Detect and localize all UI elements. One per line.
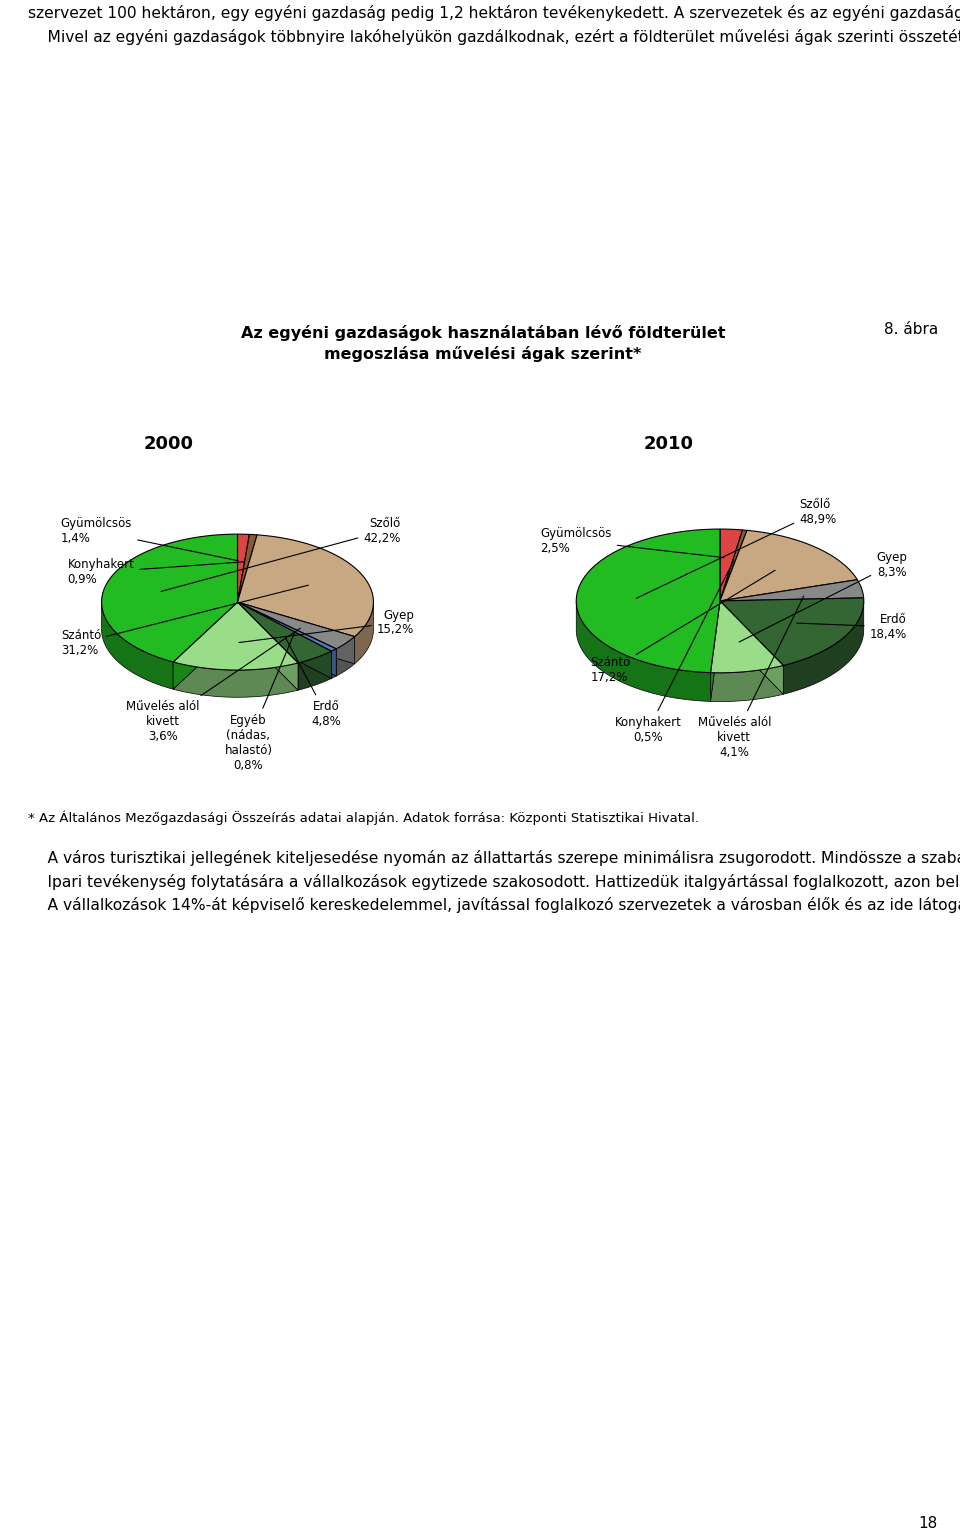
Polygon shape — [173, 603, 237, 689]
Text: 8. ábra: 8. ábra — [884, 323, 938, 338]
Text: Gyümölcsös
2,5%: Gyümölcsös 2,5% — [540, 527, 724, 558]
Polygon shape — [173, 603, 298, 670]
Polygon shape — [237, 603, 336, 676]
Text: szervezet 100 hektáron, egy egyéni gazdaság pedig 1,2 hektáron tevékenykedett. A: szervezet 100 hektáron, egy egyéni gazda… — [28, 5, 960, 45]
Text: Az egyéni gazdaságok használatában lévő földterület
megoszlása művelési ágak sze: Az egyéni gazdaságok használatában lévő … — [241, 324, 725, 363]
Polygon shape — [237, 603, 298, 690]
Polygon shape — [710, 601, 783, 673]
Polygon shape — [783, 601, 864, 695]
Polygon shape — [576, 601, 710, 701]
Polygon shape — [237, 535, 373, 636]
Text: Művelés alól
kivett
4,1%: Művelés alól kivett 4,1% — [698, 596, 804, 759]
Text: Szőlő
48,9%: Szőlő 48,9% — [636, 498, 836, 598]
Text: Szántó
17,2%: Szántó 17,2% — [590, 570, 775, 684]
Polygon shape — [237, 603, 336, 676]
Polygon shape — [237, 603, 298, 690]
Polygon shape — [720, 530, 747, 601]
Polygon shape — [720, 601, 783, 695]
Polygon shape — [710, 601, 720, 701]
Polygon shape — [173, 662, 298, 698]
Polygon shape — [710, 666, 783, 701]
Polygon shape — [331, 649, 336, 678]
Polygon shape — [102, 535, 237, 662]
Text: Művelés alól
kivett
3,6%: Művelés alól kivett 3,6% — [126, 629, 300, 742]
Polygon shape — [237, 535, 257, 603]
Polygon shape — [173, 603, 237, 689]
Text: Gyümölcsös
1,4%: Gyümölcsös 1,4% — [60, 518, 238, 561]
Text: 18: 18 — [919, 1515, 938, 1531]
Polygon shape — [720, 530, 857, 601]
Text: A város turisztikai jellegének kiteljesedése nyomán az állattartás szerepe minim: A város turisztikai jellegének kiteljese… — [28, 850, 960, 913]
Polygon shape — [720, 598, 864, 666]
Polygon shape — [710, 601, 720, 701]
Text: Erdő
4,8%: Erdő 4,8% — [286, 638, 341, 729]
Text: * Az Általános Mezőgazdasági Összeírás adatai alapján. Adatok forrása: Központi : * Az Általános Mezőgazdasági Összeírás a… — [28, 810, 699, 825]
Polygon shape — [354, 603, 373, 664]
Polygon shape — [720, 601, 783, 695]
Text: Konyhakert
0,5%: Konyhakert 0,5% — [614, 561, 733, 744]
Text: Erdő
18,4%: Erdő 18,4% — [797, 613, 907, 641]
Polygon shape — [237, 603, 331, 662]
Text: Szántó
31,2%: Szántó 31,2% — [60, 586, 308, 656]
Text: 2000: 2000 — [144, 435, 194, 453]
Polygon shape — [576, 529, 720, 673]
Polygon shape — [237, 535, 250, 603]
Text: Konyhakert
0,9%: Konyhakert 0,9% — [67, 558, 244, 586]
Polygon shape — [237, 603, 331, 678]
Polygon shape — [298, 652, 331, 690]
Text: Szőlő
42,2%: Szőlő 42,2% — [161, 518, 400, 592]
Text: Gyep
15,2%: Gyep 15,2% — [239, 609, 414, 642]
Text: 2010: 2010 — [643, 435, 693, 453]
Polygon shape — [237, 603, 354, 664]
Polygon shape — [237, 603, 331, 678]
Polygon shape — [237, 603, 354, 664]
Polygon shape — [237, 603, 336, 652]
Polygon shape — [720, 579, 864, 601]
Polygon shape — [720, 529, 742, 601]
Polygon shape — [237, 603, 354, 649]
Polygon shape — [336, 636, 354, 676]
Polygon shape — [102, 603, 173, 689]
Text: Gyep
8,3%: Gyep 8,3% — [739, 550, 907, 642]
Text: Egyéb
(nádas,
halastó)
0,8%: Egyéb (nádas, halastó) 0,8% — [225, 633, 294, 772]
